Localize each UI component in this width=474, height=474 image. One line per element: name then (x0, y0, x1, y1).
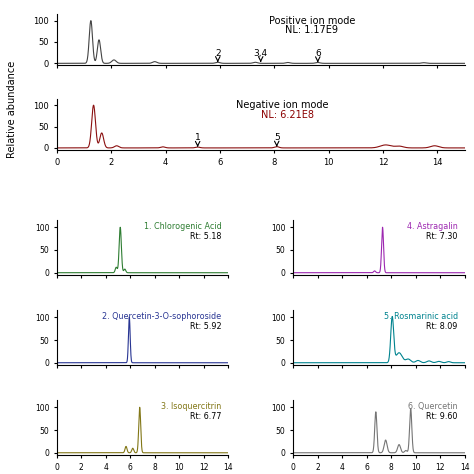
Text: Rt: 5.18: Rt: 5.18 (190, 232, 221, 241)
Text: 6: 6 (315, 49, 320, 61)
Text: 6. Quercetin: 6. Quercetin (408, 402, 458, 411)
Text: NL: 1.17E9: NL: 1.17E9 (285, 26, 338, 36)
Text: Rt: 5.92: Rt: 5.92 (190, 322, 221, 331)
Text: 2: 2 (215, 49, 220, 61)
Text: 3,4: 3,4 (254, 49, 268, 61)
Text: Rt: 7.30: Rt: 7.30 (426, 232, 458, 241)
Text: Rt: 6.77: Rt: 6.77 (190, 412, 221, 421)
Text: Negative ion mode: Negative ion mode (236, 100, 329, 110)
Text: Positive ion mode: Positive ion mode (269, 16, 355, 26)
Text: 1. Chlorogenic Acid: 1. Chlorogenic Acid (144, 222, 221, 231)
Text: NL: 6.21E8: NL: 6.21E8 (261, 110, 314, 120)
Text: 5: 5 (274, 133, 280, 146)
Text: Relative abundance: Relative abundance (7, 60, 17, 158)
Text: 3. Isoquercitrin: 3. Isoquercitrin (161, 402, 221, 411)
Text: 5. Rosmarinic acid: 5. Rosmarinic acid (383, 312, 458, 321)
Text: Rt: 9.60: Rt: 9.60 (426, 412, 458, 421)
Text: 4. Astragalin: 4. Astragalin (407, 222, 458, 231)
Text: 2. Quercetin-3-O-sophoroside: 2. Quercetin-3-O-sophoroside (102, 312, 221, 321)
Text: 1: 1 (195, 133, 201, 146)
Text: Rt: 8.09: Rt: 8.09 (426, 322, 458, 331)
